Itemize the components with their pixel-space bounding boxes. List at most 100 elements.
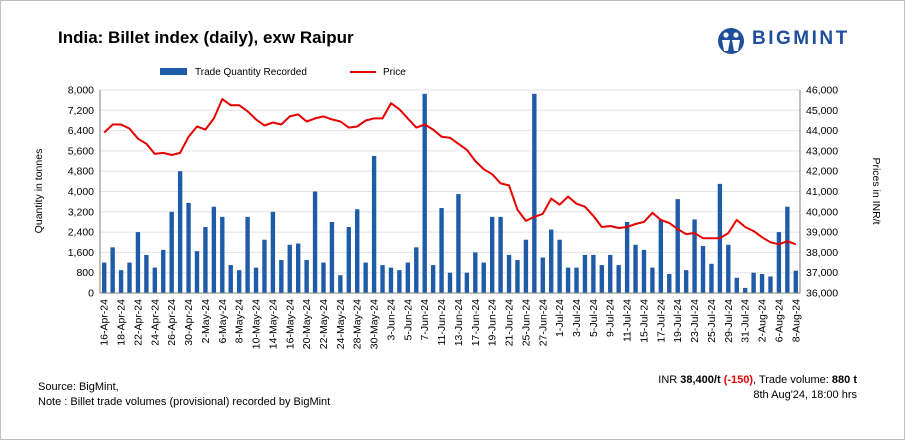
quantity-bar <box>169 211 174 293</box>
source-line: Source: BigMint, <box>38 381 119 393</box>
y-right-tick-label: 38,000 <box>806 247 838 259</box>
legend-line-label: Price <box>383 67 406 78</box>
x-tick-label: 8-Aug-24 <box>790 299 802 342</box>
y-right-tick-label: 36,000 <box>806 288 838 300</box>
quantity-bars <box>102 93 798 294</box>
quantity-bar <box>692 219 697 293</box>
x-tick-label: 28-May-24 <box>352 299 364 349</box>
chart-title: India: Billet index (daily), exw Raipur <box>58 28 354 47</box>
y-left-tick-label: 7,200 <box>68 105 94 117</box>
quantity-bar <box>473 252 478 293</box>
x-tick-label: 29-Jul-24 <box>723 299 735 343</box>
x-axis-ticks: 16-Apr-24 18-Apr-24 22-Apr-24 24-Apr-24 26-A… <box>99 299 803 349</box>
x-tick-label: 2-Aug-24 <box>757 299 769 342</box>
quantity-bar <box>363 262 368 293</box>
quantity-bar <box>751 272 756 293</box>
quantity-bar <box>329 221 335 293</box>
y-left-tick-label: 1,600 <box>68 247 94 259</box>
quantity-bar <box>397 270 402 293</box>
x-tick-label: 17-Jul-24 <box>655 299 667 343</box>
x-tick-label: 16-Apr-24 <box>99 299 111 346</box>
quantity-bar <box>388 267 394 293</box>
x-tick-label: 19-Jun-24 <box>487 299 499 346</box>
source-note: Source: BigMint, Note : Billet trade vol… <box>38 380 330 409</box>
quantity-bar <box>287 244 292 293</box>
quantity-bar <box>321 262 326 293</box>
quantity-bar <box>144 254 149 293</box>
quantity-bar <box>481 262 486 293</box>
price-line <box>103 98 797 246</box>
quantity-bar <box>793 270 798 293</box>
quantity-bar <box>464 272 470 293</box>
quantity-bar <box>734 277 739 293</box>
x-tick-label: 15-Jul-24 <box>639 299 651 343</box>
x-tick-label: 3-Jul-24 <box>571 299 583 337</box>
quantity-bar <box>658 219 664 293</box>
quantity-bar <box>414 247 419 293</box>
y-right-tick-label: 39,000 <box>806 227 838 239</box>
quantity-bar <box>768 276 773 293</box>
quantity-bar <box>262 239 267 293</box>
y-left-tick-label: 5,600 <box>68 145 94 157</box>
quantity-bar <box>742 287 748 293</box>
quantity-bar <box>186 202 191 293</box>
quantity-bar <box>489 216 495 293</box>
x-tick-label: 2-May-24 <box>200 299 212 344</box>
note-line: Note : Billet trade volumes (provisional… <box>38 395 331 408</box>
quantity-bar <box>279 260 284 293</box>
quantity-bar <box>422 93 427 294</box>
quantity-bar <box>776 232 782 293</box>
quantity-bar <box>102 262 107 293</box>
price-prefix: INR <box>658 374 681 386</box>
quantity-bar <box>245 216 250 293</box>
x-tick-label: 13-Jun-24 <box>453 299 465 346</box>
quantity-bar <box>236 270 242 293</box>
y-right-tick-label: 40,000 <box>806 206 838 218</box>
y-right-tick-label: 44,000 <box>806 125 838 137</box>
quantity-bar <box>700 246 706 293</box>
summary-timestamp: 8th Aug'24, 18:00 hrs <box>753 388 857 401</box>
quantity-bar <box>338 275 343 293</box>
y-left-tick-label: 0 <box>88 288 94 300</box>
quantity-bar <box>591 254 596 293</box>
quantity-bar <box>549 229 554 293</box>
legend-bar-label: Trade Quantity Recorded <box>195 67 307 78</box>
quantity-bar <box>110 247 115 293</box>
legend-bar-swatch <box>160 68 187 75</box>
quantity-bar <box>616 265 621 293</box>
quantity-bar <box>346 227 351 293</box>
quantity-bar <box>667 273 672 293</box>
x-tick-label: 24-May-24 <box>335 299 347 349</box>
quantity-bar <box>650 267 655 293</box>
quantity-bar <box>211 206 217 293</box>
quantity-bar <box>641 249 647 293</box>
x-tick-label: 26-Apr-24 <box>166 299 178 346</box>
price-summary: INR 38,400/t (-150), Trade volume: 880 t… <box>658 373 857 402</box>
price-change: (-150) <box>723 374 754 386</box>
x-tick-label: 6-May-24 <box>217 299 229 344</box>
x-tick-label: 1-Jul-24 <box>554 299 566 337</box>
quantity-bar <box>447 272 453 293</box>
chart-legend: Trade Quantity Recorded Price <box>160 67 406 78</box>
y-left-tick-label: 4,800 <box>68 166 94 178</box>
y-right-tick-label: 46,000 <box>806 85 838 97</box>
axes <box>99 90 801 294</box>
x-tick-label: 22-Apr-24 <box>133 299 145 346</box>
y-left-tick-label: 4,000 <box>68 186 94 198</box>
quantity-bar <box>456 194 461 293</box>
x-tick-label: 30-May-24 <box>369 299 381 349</box>
quantity-bar <box>430 265 436 293</box>
quantity-bar <box>194 251 200 293</box>
quantity-bar <box>726 244 731 293</box>
quantity-bar <box>582 254 588 293</box>
summary-line: INR 38,400/t (-150), Trade volume: 880 t <box>658 373 857 388</box>
quantity-bar <box>220 216 225 293</box>
quantity-bar <box>296 243 301 293</box>
quantity-bar <box>540 257 545 293</box>
quantity-bar <box>161 249 166 293</box>
quantity-bar <box>759 273 765 293</box>
y-right-tick-label: 41,000 <box>806 186 838 198</box>
quantity-bar <box>515 260 520 293</box>
x-tick-label: 10-May-24 <box>251 299 263 349</box>
quantity-bar <box>439 207 444 293</box>
